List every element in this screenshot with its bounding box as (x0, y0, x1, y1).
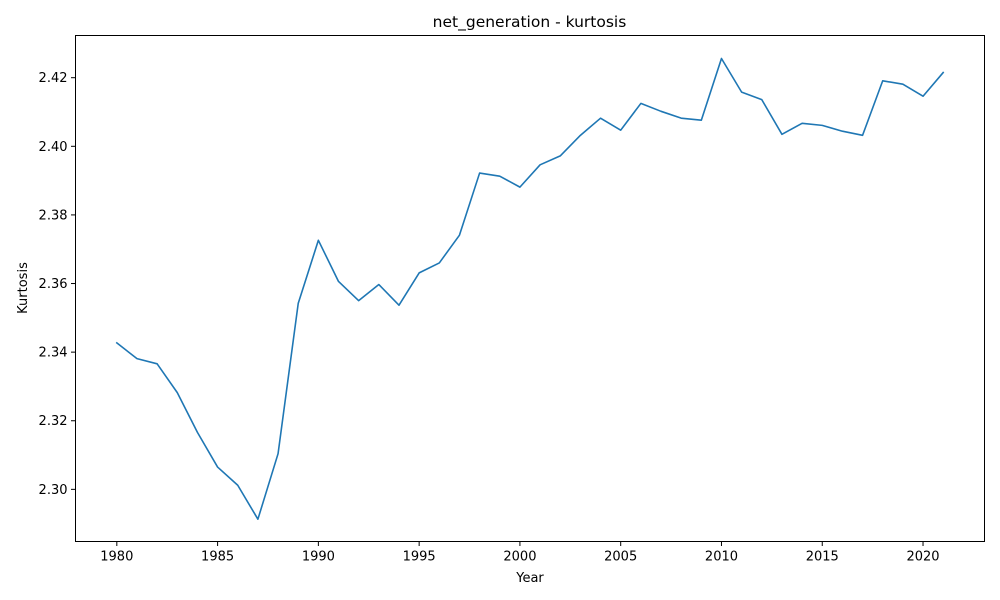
x-axis-label: Year (515, 571, 544, 586)
y-axis-label: Kurtosis (16, 262, 31, 314)
x-tick-label: 1995 (403, 550, 436, 565)
x-tick-label: 2010 (705, 550, 738, 565)
x-tick-label: 1985 (201, 550, 234, 565)
x-axis-ticks: 1980 1985 1990 1995 2000 2005 2010 2015 2020 (100, 541, 940, 565)
x-tick-label: 2005 (604, 550, 637, 565)
x-tick-label: 2000 (503, 550, 536, 565)
chart-title: net_generation - kurtosis (433, 13, 627, 32)
y-tick-label: 2.36 (39, 277, 68, 292)
axes-frame (75, 35, 985, 542)
x-tick-label: 2015 (806, 550, 839, 565)
x-tick-label: 2020 (906, 550, 939, 565)
y-tick-label: 2.32 (39, 414, 68, 429)
y-tick-label: 2.40 (39, 140, 68, 155)
x-tick-label: 1980 (100, 550, 133, 565)
y-tick-label: 2.34 (39, 346, 68, 361)
y-tick-label: 2.38 (39, 208, 68, 223)
y-tick-label: 2.30 (39, 483, 68, 498)
y-tick-label: 2.42 (39, 71, 68, 86)
plot-area (115, 57, 945, 520)
series-line (115, 57, 945, 520)
y-axis-ticks: 2.30 2.32 2.34 2.36 2.38 2.40 2.42 (39, 71, 76, 498)
x-tick-label: 1990 (302, 550, 335, 565)
